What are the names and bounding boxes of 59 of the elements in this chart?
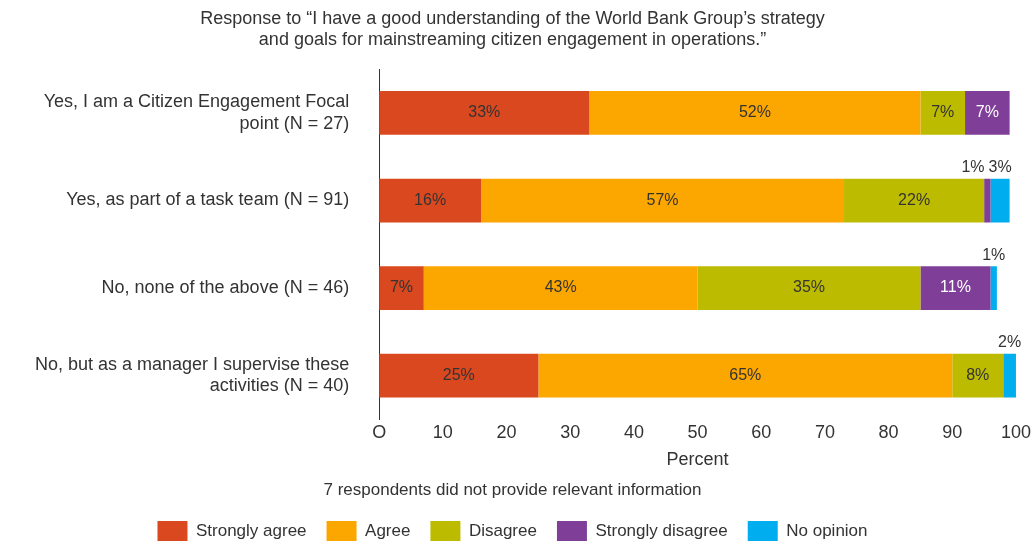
- legend-label: Agree: [365, 520, 411, 540]
- y-tick-label: Yes, I am a Citizen Engagement Focal point (N = 27): [43, 91, 350, 133]
- bar: [965, 91, 1010, 135]
- data-label: 25%: [442, 366, 475, 384]
- y-tick-label: No, none of the above (N = 46): [101, 277, 350, 298]
- data-label: 8%: [966, 366, 990, 384]
- bar: [379, 91, 590, 135]
- bar: [844, 178, 985, 223]
- data-label: 35%: [793, 278, 826, 296]
- y-tick-label: No, but as a manager I supervise these activities (N = 40): [34, 353, 350, 396]
- x-tick-label: 10: [432, 422, 453, 443]
- data-label: 1%: [982, 245, 1006, 263]
- legend-label: No opinion: [786, 520, 868, 540]
- data-label: 65%: [729, 366, 762, 384]
- data-label: 7%: [389, 278, 414, 296]
- data-label: 2%: [998, 333, 1022, 351]
- bar: [481, 178, 845, 223]
- data-label: 33%: [468, 103, 501, 121]
- x-tick-label: 40: [623, 422, 644, 443]
- data-label: 3%: [988, 158, 1012, 176]
- data-label: 52%: [738, 103, 771, 121]
- data-label: 7%: [975, 103, 999, 121]
- bar: [379, 353, 539, 398]
- bar: [697, 266, 921, 310]
- x-tick-label: 50: [687, 422, 708, 443]
- chart-title: Response to “I have a good understanding of the World Bank Group’s strategy and goals for mainstreaming citizen engagement in operations.”: [200, 7, 825, 50]
- bar: [379, 266, 424, 310]
- bar: [952, 353, 1004, 398]
- x-tick-label: 60: [751, 422, 772, 443]
- y-tick-label: Yes, as part of a task team (N = 91): [66, 189, 350, 210]
- bar: [589, 91, 921, 135]
- x-tick-label: 100: [1000, 422, 1032, 443]
- data-label: 43%: [544, 278, 577, 296]
- bar: [538, 353, 953, 398]
- x-tick-label: 70: [814, 422, 835, 443]
- data-label: 57%: [646, 190, 679, 208]
- data-label: 11%: [940, 278, 971, 296]
- bar: [920, 91, 966, 135]
- bar: [920, 266, 991, 310]
- legend-label: Strongly disagree: [595, 520, 728, 540]
- x-tick-label: O: [372, 422, 387, 443]
- legend-label: Strongly agree: [195, 520, 307, 540]
- bar: [990, 178, 1010, 223]
- x-tick-label: 90: [942, 422, 963, 443]
- bar: [423, 266, 698, 310]
- bar: [984, 178, 991, 223]
- x-tick-label: 20: [496, 422, 517, 443]
- x-tick-label: 30: [560, 422, 581, 443]
- legend-label: Disagree: [468, 520, 537, 540]
- text: 7 respondents did not provide relevant information: [323, 480, 702, 500]
- bar: [379, 178, 482, 223]
- bar: [990, 266, 997, 310]
- data-label: 16%: [414, 190, 447, 208]
- x-axis-title: Percent: [666, 448, 729, 469]
- data-label: 7%: [931, 103, 955, 121]
- x-tick-label: 80: [878, 422, 899, 443]
- bar: [1003, 353, 1016, 398]
- data-label: 22%: [898, 190, 931, 208]
- data-label: 1%: [961, 158, 985, 176]
